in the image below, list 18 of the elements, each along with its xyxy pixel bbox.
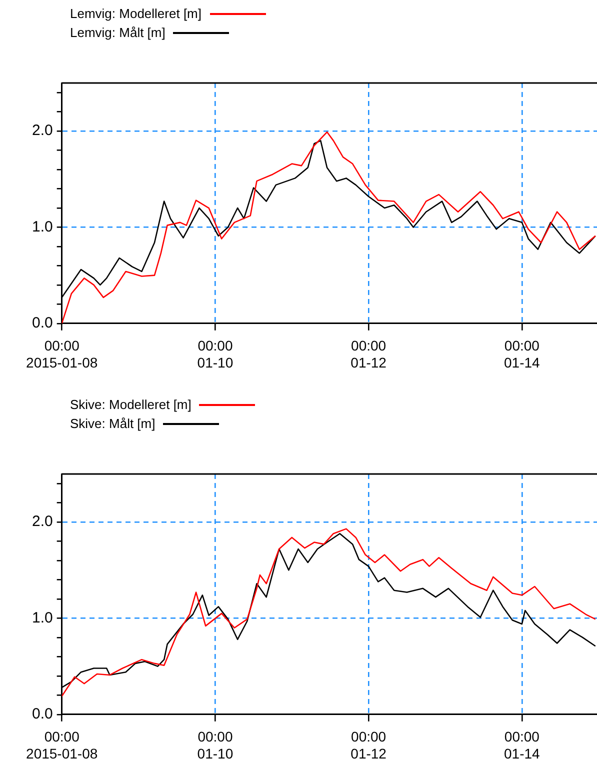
x-tick-label: 00:00 2015-01-08	[26, 338, 98, 370]
y-tick-label: 0.0	[32, 706, 53, 723]
x-tick-label: 00:00 01-10	[197, 338, 234, 370]
x-tick-label: 00:00 2015-01-08	[26, 728, 98, 762]
y-tick-label: 1.0	[32, 609, 53, 626]
x-tick-label: 00:00 01-12	[350, 728, 387, 762]
x-tick-label: 00:00 01-14	[504, 728, 540, 762]
legend-label: Skive: Målt [m]	[70, 416, 156, 431]
y-tick-label: 1.0	[32, 218, 53, 236]
legend-label: Lemvig: Modelleret [m]	[70, 6, 202, 21]
y-tick-label: 2.0	[32, 513, 53, 530]
x-tick-label: 00:00 01-14	[504, 338, 540, 370]
legend-label: Skive: Modelleret [m]	[70, 397, 192, 412]
legend-label: Lemvig: Målt [m]	[70, 25, 166, 40]
x-tick-label: 00:00 01-12	[350, 338, 387, 370]
y-tick-label: 0.0	[32, 314, 53, 332]
y-tick-label: 2.0	[32, 122, 53, 140]
x-tick-label: 00:00 01-10	[197, 728, 234, 762]
